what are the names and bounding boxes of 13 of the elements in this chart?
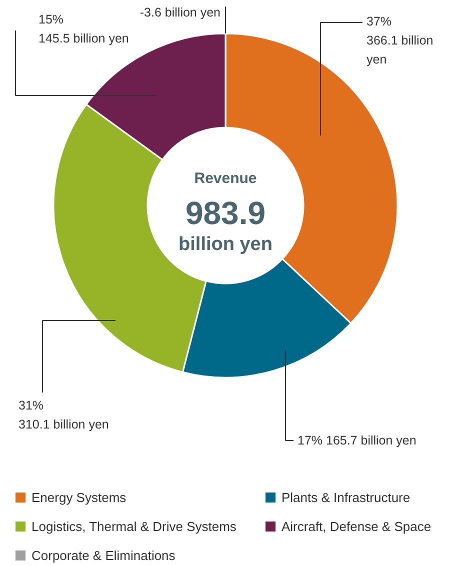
legend-label: Plants & Infrastructure bbox=[282, 490, 410, 505]
legend-label: Logistics, Thermal & Drive Systems bbox=[32, 519, 237, 534]
text: Revenue bbox=[194, 170, 257, 187]
data-label: 15% 145.5 billion yen bbox=[38, 12, 129, 46]
data-label: 17% 165.7 billion yen bbox=[298, 434, 416, 448]
legend-label: Aircraft, Defense & Space bbox=[282, 519, 432, 534]
data-label: 37% 366.1 billion yen bbox=[366, 14, 434, 66]
legend-label: Corporate & Eliminations bbox=[32, 548, 176, 563]
text: -3.6 billion yen bbox=[140, 6, 221, 20]
data-label: 31% 310.1 billion yen bbox=[18, 398, 109, 432]
text: billion yen bbox=[178, 234, 272, 255]
text: 983.9 bbox=[185, 195, 266, 231]
legend-label: Energy Systems bbox=[32, 490, 127, 505]
